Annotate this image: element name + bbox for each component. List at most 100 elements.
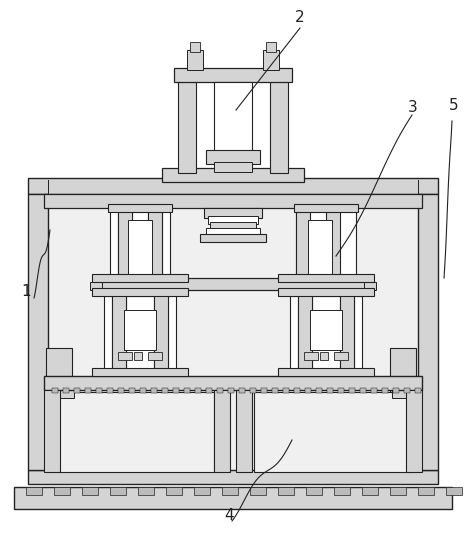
Bar xyxy=(52,388,58,393)
Bar xyxy=(392,390,422,398)
Bar xyxy=(393,388,399,393)
Bar xyxy=(108,204,172,212)
Bar xyxy=(30,182,436,482)
Text: 4: 4 xyxy=(224,508,233,523)
Bar xyxy=(214,162,252,172)
Bar xyxy=(446,487,462,495)
Bar xyxy=(272,388,278,393)
Bar xyxy=(162,388,168,393)
Bar xyxy=(46,348,72,392)
Bar xyxy=(214,82,252,170)
Bar xyxy=(283,388,289,393)
Bar xyxy=(134,352,142,360)
Bar xyxy=(304,352,318,360)
Bar xyxy=(112,294,126,370)
Bar xyxy=(418,194,438,470)
Bar xyxy=(296,208,310,280)
Bar xyxy=(308,220,332,280)
Bar xyxy=(320,352,328,360)
Bar xyxy=(110,487,126,495)
Bar xyxy=(263,50,279,70)
Bar xyxy=(148,208,162,280)
Bar xyxy=(110,208,170,280)
Bar xyxy=(138,487,154,495)
Bar xyxy=(154,294,168,370)
Bar xyxy=(151,388,157,393)
Bar xyxy=(236,390,252,472)
Bar xyxy=(194,487,210,495)
Bar xyxy=(173,388,179,393)
Bar xyxy=(334,487,350,495)
Bar xyxy=(349,388,355,393)
Bar xyxy=(104,296,176,370)
Bar xyxy=(206,388,212,393)
Bar xyxy=(148,208,162,280)
Bar xyxy=(118,208,132,280)
Bar xyxy=(406,390,422,472)
Bar xyxy=(148,352,162,360)
Bar xyxy=(222,487,238,495)
Bar xyxy=(206,228,260,236)
Bar xyxy=(382,388,388,393)
Bar xyxy=(270,75,288,173)
Bar xyxy=(82,487,98,495)
Bar xyxy=(166,487,182,495)
Bar xyxy=(418,487,434,495)
Bar xyxy=(100,278,366,290)
Bar xyxy=(360,388,366,393)
Bar xyxy=(187,50,203,70)
Bar xyxy=(129,388,135,393)
Bar xyxy=(305,388,311,393)
Bar xyxy=(278,288,374,296)
Bar xyxy=(14,487,452,509)
Bar xyxy=(217,388,223,393)
Bar xyxy=(200,234,266,242)
Bar xyxy=(404,388,410,393)
Bar xyxy=(228,388,234,393)
Bar xyxy=(96,388,102,393)
Bar xyxy=(63,388,69,393)
Bar xyxy=(118,208,132,280)
Bar xyxy=(92,368,188,376)
Bar xyxy=(316,388,322,393)
Bar xyxy=(92,288,188,296)
Bar xyxy=(371,388,377,393)
Bar xyxy=(92,274,188,282)
Bar xyxy=(74,388,80,393)
Bar xyxy=(294,204,358,212)
Bar xyxy=(174,68,292,82)
Bar xyxy=(195,388,201,393)
Text: 2: 2 xyxy=(295,10,305,25)
Bar xyxy=(124,310,156,350)
Bar xyxy=(210,222,256,230)
Bar xyxy=(338,388,344,393)
Bar xyxy=(154,294,168,370)
Bar xyxy=(250,388,256,393)
Bar xyxy=(296,208,356,280)
Bar xyxy=(278,487,294,495)
Bar xyxy=(44,390,74,398)
Bar xyxy=(178,75,196,173)
Bar xyxy=(290,296,362,370)
Text: 1: 1 xyxy=(21,284,31,299)
Bar xyxy=(278,368,374,376)
Bar xyxy=(26,487,42,495)
Bar xyxy=(390,348,416,392)
Bar xyxy=(306,487,322,495)
Bar xyxy=(107,388,113,393)
Bar xyxy=(214,390,230,472)
Bar xyxy=(162,168,304,182)
Bar xyxy=(44,194,422,208)
Bar xyxy=(266,42,276,52)
Bar xyxy=(340,294,354,370)
Bar xyxy=(334,352,348,360)
Bar xyxy=(44,376,422,390)
Bar xyxy=(118,352,132,360)
Text: 5: 5 xyxy=(449,98,459,113)
Bar xyxy=(58,392,214,472)
Bar xyxy=(239,388,245,393)
Bar xyxy=(44,390,60,472)
Bar xyxy=(340,294,354,370)
Bar xyxy=(390,487,406,495)
Bar xyxy=(415,388,421,393)
